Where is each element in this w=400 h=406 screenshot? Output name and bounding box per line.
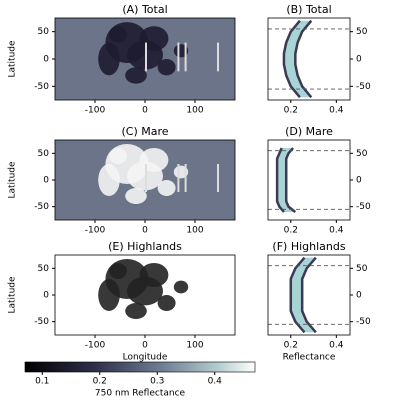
band-edge	[300, 256, 317, 334]
tick-label: 0.2	[284, 341, 298, 351]
tick-label: -100	[85, 341, 106, 351]
tick-label: 0	[43, 176, 49, 186]
tick-label: -50	[356, 202, 371, 212]
map-feature	[125, 67, 147, 84]
map-feature	[157, 58, 176, 76]
panel-title: (A) Total	[122, 3, 167, 16]
panel-title: (D) Mare	[285, 125, 333, 138]
tick-label: 0.4	[208, 377, 223, 387]
map-stripe	[217, 42, 219, 72]
tick-label: 0.1	[35, 377, 49, 387]
tick-label: 50	[38, 149, 50, 159]
map-feature	[157, 295, 176, 311]
map-feature	[125, 188, 147, 204]
map-feature	[125, 303, 147, 319]
map-stripe	[184, 164, 187, 192]
tick-label: 0.4	[329, 106, 344, 116]
tick-label: 0.2	[284, 106, 298, 116]
tick-label: 0	[356, 291, 362, 301]
tick-label: 0.2	[93, 377, 107, 387]
colorbar	[24, 361, 256, 373]
panel-title: (F) Highlands	[272, 240, 345, 253]
band-fill	[283, 20, 312, 98]
tick-label: 0	[356, 55, 362, 65]
axes-frame	[267, 17, 351, 101]
tick-label: 100	[186, 226, 203, 236]
map-feature	[109, 26, 127, 43]
tick-label: 100	[186, 106, 203, 116]
band-edge	[284, 147, 297, 213]
map-feature	[139, 148, 169, 172]
axis-label: Latitude	[8, 161, 18, 199]
panel-title: (C) Mare	[121, 125, 168, 138]
tick-label: 0	[356, 176, 362, 186]
map-feature	[157, 180, 176, 196]
map-feature	[98, 42, 120, 76]
axis-label: Latitude	[8, 276, 18, 314]
tick-label: 0.4	[329, 341, 344, 351]
map-feature	[98, 164, 120, 196]
map-stripe	[177, 164, 180, 192]
tick-label: -50	[34, 202, 49, 212]
tick-label: 0	[142, 106, 148, 116]
tick-label: 100	[186, 341, 203, 351]
tick-label: 50	[356, 149, 368, 159]
panel-title: (E) Highlands	[108, 240, 182, 253]
map-stripe	[217, 164, 219, 192]
tick-label: 0.2	[284, 226, 298, 236]
tick-label: 0	[43, 291, 49, 301]
band-edge	[275, 147, 285, 213]
tick-label: -50	[356, 317, 371, 327]
axis-label: Reflectance	[283, 353, 336, 363]
band-edge	[289, 256, 306, 334]
tick-label: 0.4	[329, 226, 344, 236]
tick-label: 50	[38, 264, 50, 274]
map-feature	[109, 263, 127, 279]
tick-label: 0	[142, 341, 148, 351]
tick-label: -50	[34, 82, 49, 92]
axis-label: Latitude	[8, 40, 18, 78]
tick-label: 0	[43, 55, 49, 65]
tick-label: 0.3	[150, 377, 164, 387]
axis-label: 750 nm Reflectance	[95, 389, 186, 399]
map-stripe	[184, 42, 187, 72]
tick-label: -50	[34, 317, 49, 327]
tick-label: 0	[142, 226, 148, 236]
tick-label: -50	[356, 82, 371, 92]
map-stripe	[145, 164, 147, 192]
band-edge	[294, 19, 313, 99]
map-feature	[109, 148, 127, 164]
tick-label: 50	[356, 264, 368, 274]
map-feature	[173, 280, 189, 294]
band-edge	[282, 19, 301, 99]
band-fill	[290, 257, 316, 333]
map-feature	[139, 263, 169, 287]
panel-title: (B) Total	[286, 3, 331, 16]
map-stripe	[145, 42, 147, 72]
tick-label: -100	[85, 226, 106, 236]
tick-label: 50	[356, 27, 368, 37]
map-feature	[139, 26, 169, 51]
tick-label: -100	[85, 106, 106, 116]
map-feature	[98, 279, 120, 311]
tick-label: 50	[38, 27, 50, 37]
axis-label: Longitude	[123, 353, 168, 363]
map-stripe	[177, 42, 180, 72]
